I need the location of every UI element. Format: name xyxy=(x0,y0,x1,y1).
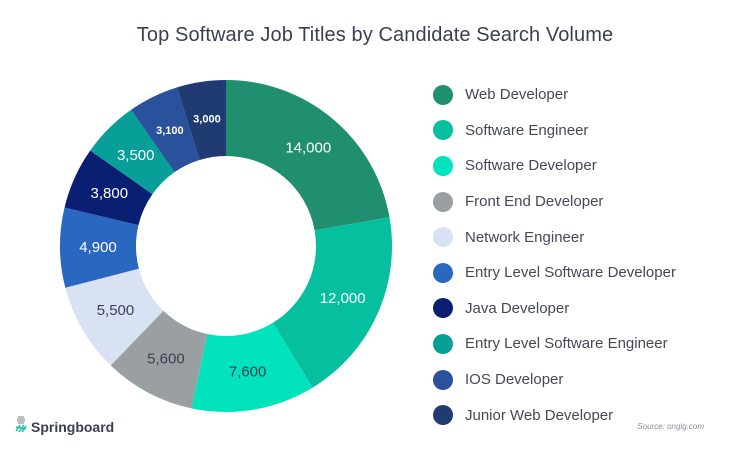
segment-value-label: 14,000 xyxy=(285,139,331,156)
legend-swatch-icon xyxy=(433,227,453,248)
legend-item: Entry Level Software Engineer xyxy=(433,326,676,362)
legend-swatch-icon xyxy=(433,191,453,212)
donut-segment xyxy=(191,322,313,412)
donut-segment xyxy=(64,150,153,226)
segment-value-label: 3,100 xyxy=(156,125,184,137)
legend-item: Network Engineer xyxy=(433,219,676,255)
segment-value-label: 7,600 xyxy=(229,364,267,381)
segment-value-label: 12,000 xyxy=(320,290,366,307)
donut-segment xyxy=(90,109,175,195)
donut-segment xyxy=(177,80,226,160)
legend-item: Entry Level Software Developer xyxy=(433,255,676,291)
segment-value-label: 3,800 xyxy=(91,185,129,202)
segment-value-label: 4,900 xyxy=(79,239,117,256)
legend-swatch-icon xyxy=(433,333,453,354)
legend-swatch-icon xyxy=(433,120,453,141)
donut-chart: 14,000 12,000 7,600 5,600 5,500 4,900 3,800 3,5… xyxy=(60,80,392,412)
donut-segment xyxy=(272,217,392,388)
legend-swatch-icon xyxy=(433,262,453,283)
legend-item: Java Developer xyxy=(433,291,676,327)
donut-segment xyxy=(60,207,139,288)
legend-item: Front End Developer xyxy=(433,184,676,220)
legend-label: Network Engineer xyxy=(465,228,585,246)
segment-value-label: 5,600 xyxy=(147,351,185,368)
legend-item: Web Developer xyxy=(433,77,676,113)
donut-segment xyxy=(131,87,200,173)
segment-value-label: 3,000 xyxy=(193,113,221,125)
springboard-leaf-icon xyxy=(14,415,28,438)
legend-label: Entry Level Software Engineer xyxy=(465,335,668,353)
donut-segment xyxy=(110,310,208,409)
legend-label: IOS Developer xyxy=(465,371,564,389)
legend-label: Software Developer xyxy=(465,157,597,175)
legend-label: Junior Web Developer xyxy=(465,406,614,424)
legend-item: Junior Web Developer xyxy=(433,397,676,433)
legend-swatch-icon xyxy=(433,298,453,319)
legend-label: Software Engineer xyxy=(465,121,589,139)
legend-swatch-icon xyxy=(433,155,453,176)
donut-segment xyxy=(226,80,390,231)
segment-value-label: 3,500 xyxy=(117,147,155,164)
legend-label: Web Developer xyxy=(465,86,569,104)
logo-text: Springboard xyxy=(31,418,115,435)
springboard-logo: Springboard xyxy=(14,415,114,438)
legend-label: Front End Developer xyxy=(465,193,604,211)
legend-label: Entry Level Software Developer xyxy=(465,264,676,282)
donut-segment xyxy=(65,268,164,366)
legend-item: Software Developer xyxy=(433,148,676,184)
legend-swatch-icon xyxy=(433,369,453,390)
legend-item: IOS Developer xyxy=(433,362,676,398)
legend-swatch-icon xyxy=(433,405,453,426)
segment-value-label: 5,500 xyxy=(97,302,135,319)
legend: Web Developer Software Engineer Software… xyxy=(433,77,676,433)
legend-item: Software Engineer xyxy=(433,113,676,149)
chart-title: Top Software Job Titles by Candidate Sea… xyxy=(136,24,614,46)
legend-swatch-icon xyxy=(433,84,453,105)
legend-label: Java Developer xyxy=(465,299,570,317)
source-note: Source: ongig.com xyxy=(637,422,704,431)
